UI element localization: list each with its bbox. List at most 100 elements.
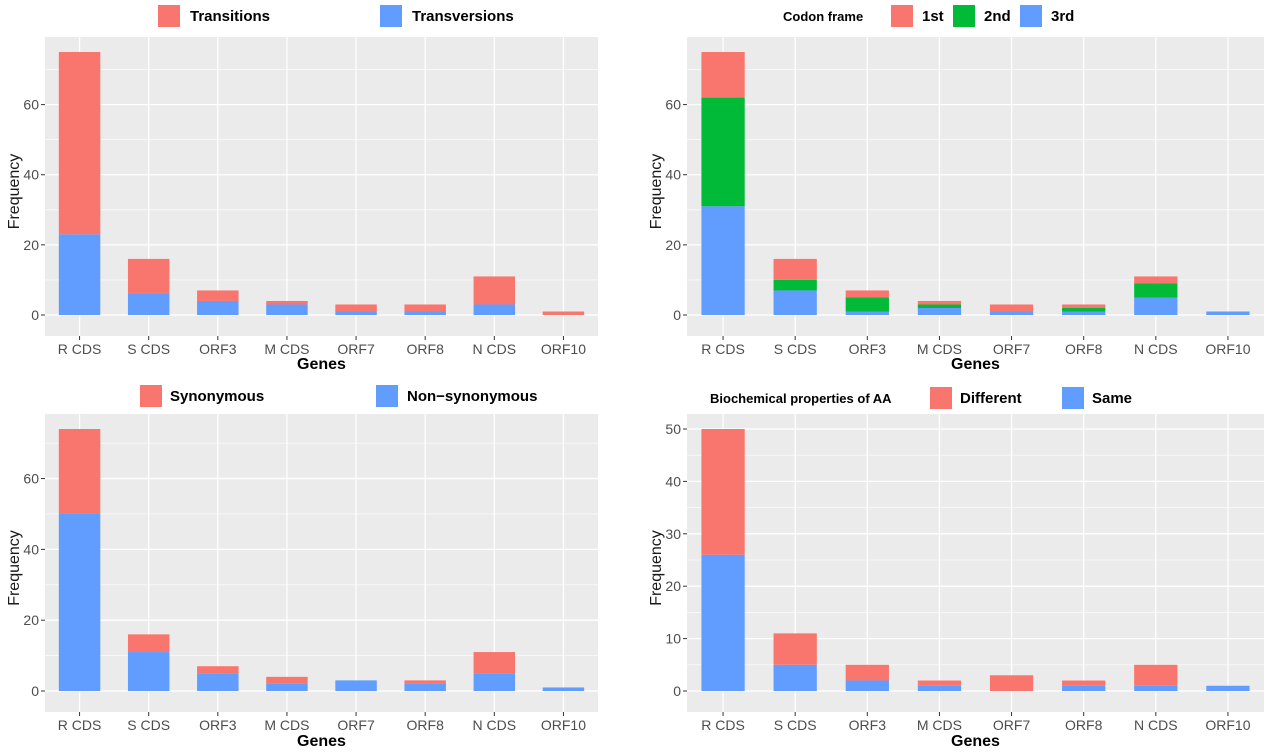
bar-segment	[1062, 680, 1106, 686]
x-tick-label: ORF7	[337, 341, 375, 357]
legend-label: Transversions	[412, 8, 514, 25]
legend: Transitions Transversions	[158, 5, 514, 27]
legend-label: 3rd	[1051, 8, 1074, 25]
x-tick-label: M CDS	[264, 341, 309, 357]
bar-segment	[197, 666, 239, 674]
x-tick-label: M CDS	[264, 717, 309, 733]
bar-segment	[473, 304, 516, 315]
legend-swatch	[930, 387, 952, 409]
x-tick-label: ORF3	[199, 717, 237, 733]
bar-segment	[1134, 276, 1178, 284]
x-tick-label: ORF8	[1065, 717, 1103, 733]
bar-segment	[335, 680, 377, 691]
bar-segment	[127, 652, 170, 691]
x-tick-label: ORF3	[849, 341, 887, 357]
y-tick-label: 20	[665, 578, 681, 594]
y-tick-label: 20	[665, 237, 681, 253]
legend-swatch	[376, 385, 398, 407]
legend: Codon frame 1st 2nd 3rd	[783, 5, 1074, 27]
bar-segment	[58, 429, 101, 514]
bar-segment	[197, 290, 239, 301]
chart-panel-1: 0 20 40 60 R CDS S CDS ORF3 M CDS ORF7 ORF8 N CDS O…	[6, 5, 598, 373]
x-tick-label: ORF10	[1205, 341, 1250, 357]
bar-segment	[335, 311, 377, 315]
x-tick-label: ORF10	[1205, 717, 1250, 733]
legend-title: Codon frame	[783, 9, 863, 24]
legend-swatch	[891, 5, 913, 27]
bar-segment	[127, 634, 170, 653]
legend-swatch	[1020, 5, 1042, 27]
y-tick-label: 50	[665, 421, 681, 437]
bar-segment	[58, 234, 101, 315]
legend: Synonymous Non−synonymous	[140, 385, 537, 407]
bar-segment	[917, 680, 962, 686]
x-tick-label: ORF3	[849, 717, 887, 733]
bar-segment	[773, 290, 817, 315]
bar-segment	[197, 673, 239, 691]
y-tick-label: 40	[23, 167, 39, 183]
x-tick-label: R CDS	[58, 341, 102, 357]
bar-segment	[917, 685, 962, 691]
bar-segment	[1134, 664, 1178, 686]
bar-segment	[127, 293, 170, 315]
y-axis-label: Frequency	[6, 530, 23, 606]
x-tick-label: R CDS	[701, 341, 745, 357]
x-tick-label: ORF8	[407, 717, 445, 733]
bar-segment	[473, 652, 516, 674]
bar-segment	[1062, 304, 1106, 308]
x-tick-label: S CDS	[127, 341, 170, 357]
bar-segment	[1062, 685, 1106, 691]
x-tick-label: ORF10	[541, 341, 586, 357]
y-tick-label: 40	[665, 167, 681, 183]
legend: Biochemical properties of AA Different Sam…	[710, 387, 1132, 409]
chart-panel-2: 0 20 40 60 R CDS S CDS ORF3 M CDS ORF7 ORF8 N CDS O…	[648, 5, 1264, 373]
legend-label: 2nd	[984, 8, 1011, 25]
bar-segment	[1134, 297, 1178, 315]
bar-segment	[773, 258, 817, 280]
y-tick-label: 0	[31, 307, 39, 323]
bar-segment	[266, 683, 308, 691]
bar-segment	[845, 297, 889, 312]
x-tick-label: S CDS	[127, 717, 170, 733]
bar-segment	[542, 311, 585, 315]
bar-segment	[845, 680, 889, 691]
x-tick-label: ORF8	[1065, 341, 1103, 357]
y-tick-label: 60	[665, 97, 681, 113]
y-tick-label: 10	[665, 631, 681, 647]
x-tick-label: R CDS	[701, 717, 745, 733]
bar-segment	[701, 554, 745, 691]
legend-label: Different	[960, 390, 1022, 407]
legend-swatch	[953, 5, 975, 27]
y-axis-label: Frequency	[648, 530, 665, 606]
y-tick-label: 60	[23, 471, 39, 487]
bar-segment	[773, 664, 817, 691]
bar-segment	[542, 687, 585, 691]
bar-segment	[266, 676, 308, 684]
y-tick-label: 20	[23, 237, 39, 253]
bar-segment	[701, 206, 745, 315]
x-tick-label: S CDS	[774, 341, 817, 357]
bar-segment	[989, 304, 1034, 312]
x-tick-label: M CDS	[917, 717, 962, 733]
chart-panel-3: 0 20 40 60 R CDS S CDS ORF3 M CDS ORF7 ORF8 N CDS O…	[6, 385, 598, 750]
y-tick-label: 60	[23, 97, 39, 113]
x-axis-label: Genes	[297, 733, 346, 750]
bar-segment	[197, 300, 239, 315]
bar-segment	[404, 304, 446, 312]
y-axis-label: Frequency	[6, 154, 23, 230]
y-tick-label: 0	[673, 307, 681, 323]
bar-segment	[335, 304, 377, 312]
bar-segment	[404, 680, 446, 684]
bar-segment	[1062, 307, 1106, 312]
legend-label: Non−synonymous	[407, 388, 537, 405]
bar-segment	[404, 311, 446, 315]
x-tick-label: ORF10	[541, 717, 586, 733]
x-tick-label: ORF8	[407, 341, 445, 357]
y-tick-label: 30	[665, 526, 681, 542]
bar-segment	[266, 300, 308, 305]
x-tick-label: N CDS	[473, 717, 517, 733]
bar-segment	[917, 300, 962, 305]
bar-segment	[917, 307, 962, 315]
bar-segment	[845, 664, 889, 681]
bar-segment	[701, 97, 745, 207]
